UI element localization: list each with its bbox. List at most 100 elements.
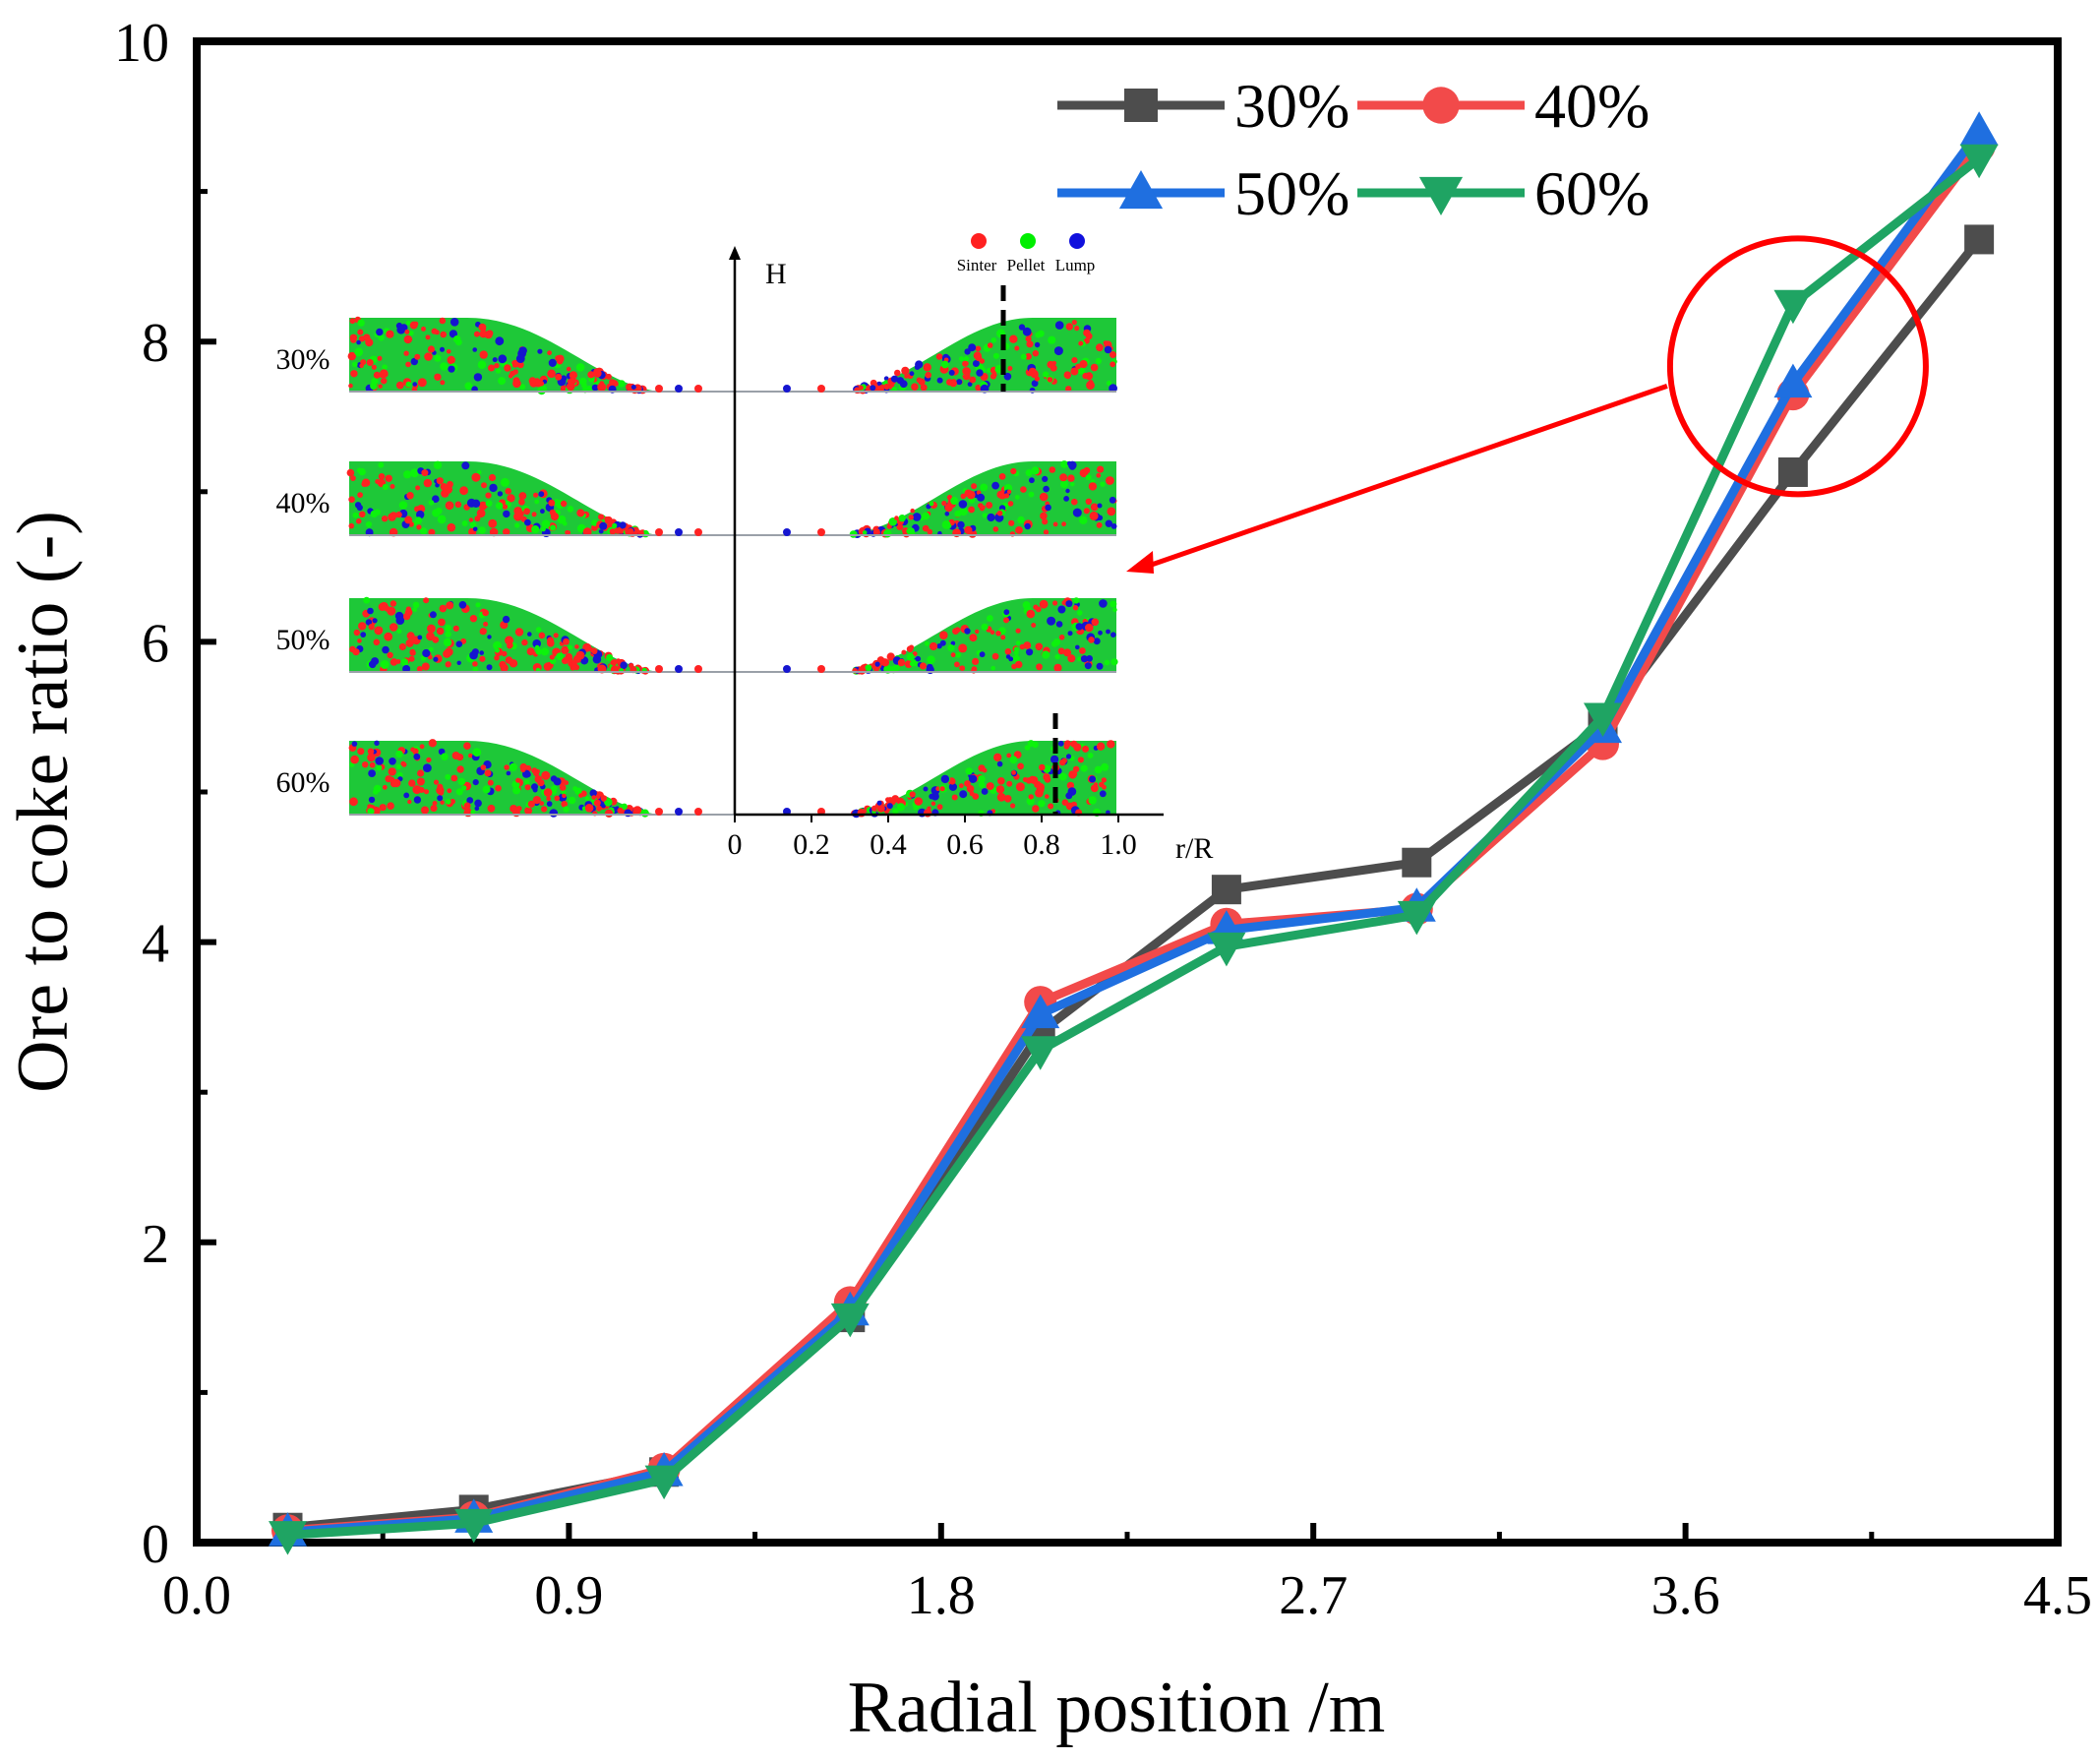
burden-particle — [783, 665, 791, 673]
burden-particle — [1047, 377, 1052, 382]
burden-particle — [408, 779, 416, 787]
burden-particle — [1071, 320, 1077, 326]
burden-particle — [979, 781, 986, 788]
burden-particle — [498, 377, 507, 386]
burden-particle — [1008, 656, 1014, 662]
burden-particle — [471, 648, 479, 656]
burden-particle — [604, 798, 613, 807]
burden-particle — [1047, 360, 1054, 369]
burden-particle — [488, 518, 498, 528]
burden-particle — [1054, 653, 1060, 660]
burden-particle — [1039, 763, 1046, 771]
burden-particle — [1097, 465, 1105, 473]
burden-particle — [413, 753, 421, 760]
inset-row: 40% — [276, 460, 1117, 538]
burden-particle — [405, 320, 411, 326]
burden-particle — [1037, 330, 1045, 337]
burden-particle — [1075, 363, 1081, 370]
x-tick-label: 0.9 — [534, 1565, 603, 1626]
burden-particle — [1085, 498, 1093, 505]
burden-particle — [1070, 367, 1079, 376]
burden-particle — [471, 472, 481, 482]
burden-particle — [1057, 740, 1064, 747]
burden-particle — [515, 777, 521, 783]
burden-particle — [950, 497, 959, 505]
burden-particle — [535, 627, 542, 633]
burden-particle — [362, 761, 369, 768]
inset-row: 30% — [276, 316, 1117, 395]
burden-particle — [975, 384, 982, 392]
burden-particle — [575, 363, 585, 372]
burden-particle — [972, 360, 980, 367]
inset-row-label: 40% — [276, 487, 330, 519]
burden-particle — [406, 492, 414, 500]
burden-particle — [405, 381, 412, 388]
burden-particle — [956, 379, 963, 386]
burden-particle — [374, 740, 380, 746]
burden-particle — [461, 785, 467, 791]
burden-particle — [1024, 745, 1031, 751]
burden-particle — [1031, 380, 1039, 388]
burden-particle — [694, 808, 702, 816]
burden-particle — [443, 649, 451, 658]
burden-particle — [591, 524, 598, 531]
burden-particle — [405, 606, 412, 612]
y-tick-label: 0 — [142, 1514, 169, 1575]
burden-particle — [566, 530, 571, 535]
burden-particle — [532, 796, 541, 805]
burden-particle — [395, 511, 402, 518]
burden-particle — [472, 748, 482, 758]
burden-particle — [403, 350, 409, 356]
burden-particle — [471, 499, 481, 508]
legend-label: 40% — [1534, 71, 1650, 141]
burden-particle — [1028, 491, 1035, 498]
burden-particle — [1033, 604, 1039, 610]
burden-particle — [968, 774, 978, 783]
burden-particle — [365, 520, 372, 528]
burden-particle — [1059, 480, 1069, 489]
burden-particle — [551, 785, 558, 792]
burden-particle — [783, 528, 791, 536]
burden-particle — [959, 507, 968, 516]
burden-particle — [417, 635, 423, 640]
burden-particle — [1097, 503, 1103, 509]
burden-particle — [546, 801, 553, 807]
burden-particle — [582, 527, 592, 536]
series-60pct — [268, 144, 1999, 1555]
data-point — [1021, 994, 1060, 1029]
burden-particle — [384, 632, 393, 641]
burden-particle — [431, 328, 438, 334]
burden-particle — [472, 526, 478, 532]
burden-particle — [487, 635, 492, 639]
burden-particle — [521, 638, 528, 646]
burden-particle — [871, 805, 878, 812]
burden-particle — [1072, 765, 1080, 772]
inset-x-tick-label: 0 — [728, 828, 743, 861]
burden-particle — [1015, 640, 1021, 645]
burden-particle — [990, 665, 995, 671]
burden-particle — [1030, 370, 1039, 379]
burden-particle — [541, 519, 551, 528]
burden-particle — [891, 795, 900, 803]
burden-particle — [440, 362, 449, 371]
burden-particle — [429, 611, 437, 619]
burden-particle — [1048, 803, 1054, 810]
burden-particle — [954, 510, 962, 517]
burden-particle — [1063, 648, 1072, 657]
burden-particle — [408, 331, 414, 336]
burden-particle — [1079, 647, 1086, 654]
burden-particle — [531, 512, 537, 517]
burden-particle — [540, 509, 545, 515]
burden-particle — [426, 632, 435, 641]
burden-particle — [406, 632, 415, 640]
burden-particle — [435, 507, 443, 515]
burden-particle — [922, 512, 930, 520]
burden-particle — [1065, 323, 1074, 331]
burden-particle — [421, 806, 429, 815]
burden-particle — [476, 469, 482, 475]
burden-particle — [1109, 351, 1116, 358]
burden-particle — [398, 501, 408, 510]
burden-particle — [987, 342, 993, 348]
burden-particle — [450, 774, 458, 782]
burden-particle — [627, 527, 634, 535]
